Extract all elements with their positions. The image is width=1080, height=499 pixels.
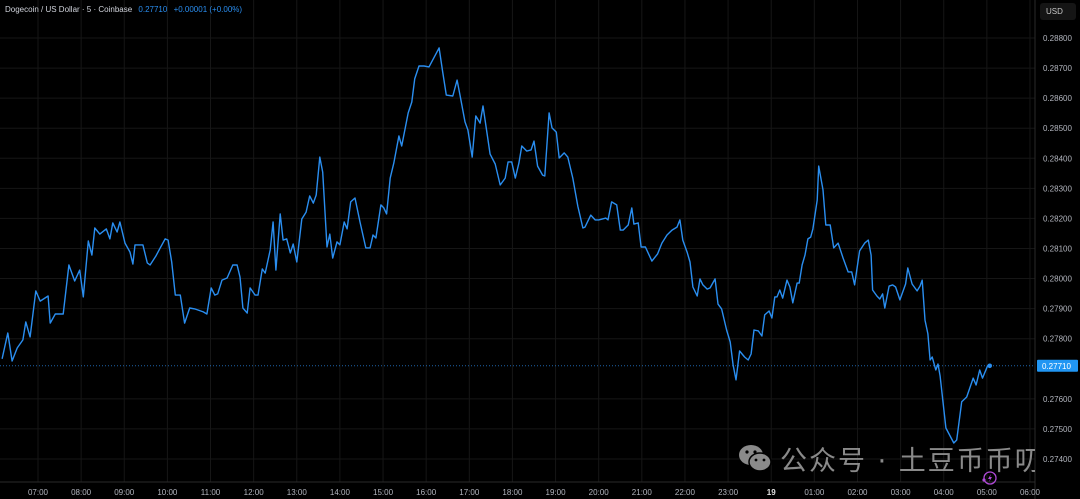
price-tick-label: 0.27600 [1043,395,1072,404]
grid [0,0,1035,482]
price-axis[interactable]: 0.28800 0.28700 0.28600 0.28500 0.28400 0.283… [1043,34,1072,464]
price-tick-label: 0.28000 [1043,275,1072,284]
price-tick-label: 0.28100 [1043,244,1072,253]
time-tick-label: 10:00 [157,488,178,497]
time-tick-label: 12:00 [244,488,265,497]
svg-text:0.27710: 0.27710 [1042,362,1071,371]
price-tick-label: 0.28700 [1043,64,1072,73]
time-tick-label: 18:00 [502,488,523,497]
price-tick-label: 0.28500 [1043,124,1072,133]
last-price: 0.27710 [138,5,168,14]
time-tick-label: 17:00 [459,488,480,497]
watermark: 公众号 · 土豆币币叨 [738,440,1035,476]
price-tick-label: 0.28600 [1043,94,1072,103]
time-tick-label: 03:00 [891,488,912,497]
time-tick-label: 14:00 [330,488,351,497]
price-change: +0.00001 (+0.00%) [173,5,243,14]
price-line [1,47,990,444]
time-tick-label: 11:00 [201,488,221,497]
time-tick-label: 05:00 [977,488,998,497]
time-tick-label: 22:00 [675,488,696,497]
last-price-badge: 0.27710 [1037,359,1078,372]
time-tick-label: 16:00 [416,488,437,497]
price-tick-label: 0.28200 [1043,214,1072,223]
price-tick-label: 0.28300 [1043,184,1072,193]
symbol-title: Dogecoin / US Dollar · 5 · Coinbase [5,5,133,14]
price-tick-label: 0.27900 [1043,305,1072,314]
price-tick-label: 0.28800 [1043,34,1072,43]
lightning-icon[interactable] [982,471,997,485]
symbol-legend[interactable]: Dogecoin / US Dollar · 5 · Coinbase 0.27… [5,5,242,14]
price-tick-label: 0.28400 [1043,154,1072,163]
time-tick-label: 13:00 [287,488,308,497]
time-tick-label: 06:00 [1020,488,1041,497]
time-tick-label: 08:00 [71,488,92,497]
time-axis[interactable]: 07:00 08:00 09:00 10:00 11:00 12:00 13:00 14:00… [28,488,1041,497]
watermark-text: 公众号 · 土豆币币叨 [780,445,1035,477]
price-tick-label: 0.27800 [1043,335,1072,344]
price-tick-label: 0.27500 [1043,425,1072,434]
time-tick-label: 01:00 [804,488,825,497]
time-tick-label: 19 [767,488,776,497]
time-tick-label: 19:00 [546,488,567,497]
time-tick-label: 20:00 [589,488,610,497]
time-tick-label: 09:00 [114,488,135,497]
wechat-icon [739,445,772,472]
last-price-dot [987,363,993,369]
price-tick-label: 0.27400 [1043,455,1072,464]
currency-button[interactable]: USD [1040,3,1076,20]
time-tick-label: 23:00 [718,488,739,497]
time-tick-label: 07:00 [28,488,49,497]
time-tick-label: 21:00 [632,488,653,497]
time-tick-label: 04:00 [934,488,955,497]
time-tick-label: 15:00 [373,488,394,497]
time-tick-label: 02:00 [847,488,868,497]
